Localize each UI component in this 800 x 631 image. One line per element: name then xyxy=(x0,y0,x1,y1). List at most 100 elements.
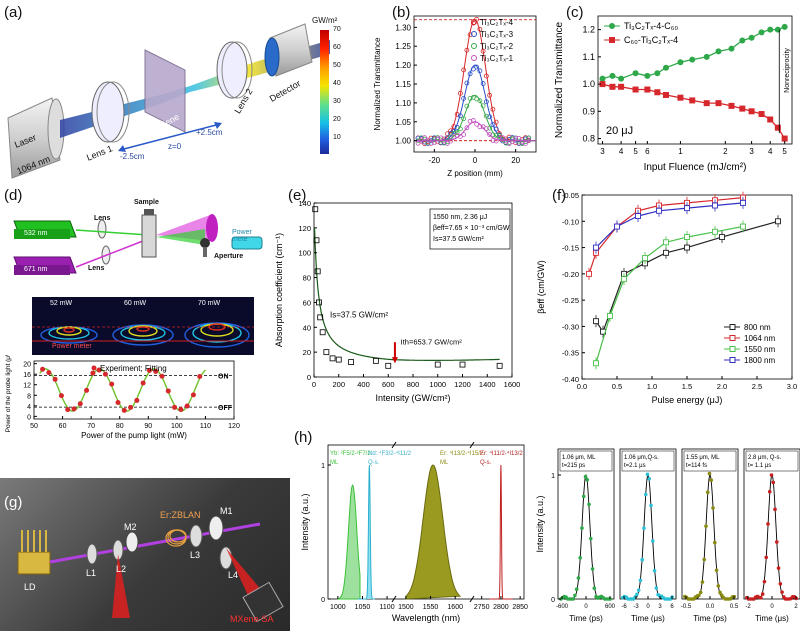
data-point xyxy=(700,580,705,584)
x-tick-label: -6 xyxy=(621,604,627,610)
data-point xyxy=(769,473,774,477)
ith-arrow-head xyxy=(391,357,398,364)
colorbar-tick: 50 xyxy=(333,62,341,69)
panel-label: (c) xyxy=(566,4,584,21)
pulse-label: t=215 ps xyxy=(562,463,585,469)
data-point xyxy=(599,81,606,88)
pulse-fit-1 xyxy=(622,473,673,600)
x-axis-label: Z position (mm) xyxy=(447,169,503,178)
data-point xyxy=(581,494,586,499)
legend-marker xyxy=(471,55,477,61)
data-point xyxy=(578,556,583,560)
data-point xyxy=(677,59,684,66)
aperture-label: Aperture xyxy=(214,253,244,260)
info-line: Is=37.5 GW/cm² xyxy=(433,236,484,243)
data-point xyxy=(654,70,661,77)
x-tick-label: 6 xyxy=(645,147,650,156)
data-point xyxy=(438,135,444,141)
interference-strip: 52 mW 60 mW 70 mW Power meter xyxy=(32,297,254,355)
data-point xyxy=(585,477,590,482)
y-tick-label: 0 xyxy=(307,373,311,382)
pulse-label: t= 1.1 μs xyxy=(748,463,771,469)
data-point xyxy=(490,122,496,128)
axis-break xyxy=(469,441,475,449)
data-point xyxy=(444,139,450,145)
data-point xyxy=(640,557,645,562)
lens-top xyxy=(97,219,107,239)
panel-label: (d) xyxy=(4,187,23,204)
power-meter-label: Power mete xyxy=(232,229,252,243)
x-tick-label: 0 xyxy=(312,380,316,389)
data-point xyxy=(510,139,515,145)
legend-marker xyxy=(471,19,477,25)
y-tick-label: 0.9 xyxy=(582,106,595,116)
data-point xyxy=(707,471,712,476)
laser-diode xyxy=(17,551,51,575)
x-tick-label: 60 xyxy=(59,423,67,430)
data-point xyxy=(703,53,710,60)
data-point xyxy=(759,595,763,600)
data-point xyxy=(474,64,480,70)
x-tick-label: 120 xyxy=(228,423,240,430)
data-point xyxy=(480,103,486,109)
data-point xyxy=(487,92,493,98)
yb-spectrum xyxy=(337,484,361,600)
panel-e: (e) 1550 nm, 2.36 μJ βeff=7.65 × 10⁻³ cm/… xyxy=(268,185,528,415)
x-axis-label: Wavelength (nm) xyxy=(392,613,460,623)
spectrum-label: Nd: ⁴F3/2-⁴I11/2 xyxy=(368,450,412,457)
power-meter-strip-label: Power meter xyxy=(52,343,92,350)
data-point xyxy=(766,522,770,526)
y-tick-label: -0.25 xyxy=(562,296,579,305)
y-tick-label: 100 xyxy=(298,249,311,258)
data-point xyxy=(90,370,96,376)
x-axis-label: Power of the pump light (mW) xyxy=(81,431,187,440)
x-axis-label: Pulse energy (μJ) xyxy=(652,395,723,405)
data-point xyxy=(348,359,355,365)
data-point xyxy=(739,37,746,44)
data-point xyxy=(128,404,134,410)
spectrum-label: Er: ⁴I13/2-⁴I15/2 xyxy=(440,450,484,457)
legend-label: 800 nm xyxy=(744,323,771,332)
data-point xyxy=(461,67,467,73)
data-point xyxy=(593,318,599,325)
x-tick-label: 0.5 xyxy=(730,604,739,610)
x-tick-label: 2850 xyxy=(512,604,528,611)
chart-e: 1550 nm, 2.36 μJ βeff=7.65 × 10⁻³ cm/GW Is… xyxy=(274,199,520,403)
data-point xyxy=(767,489,772,494)
data-point xyxy=(477,98,483,104)
data-point xyxy=(467,32,473,38)
l2-label: L2 xyxy=(116,564,127,574)
panel-label: (h) xyxy=(294,429,313,446)
data-point xyxy=(418,137,424,143)
chart-c: Ti₃C₂Tₓ-4-C₆₀ C₆₀-Ti₃C₂Tₓ-4 Nonreciprocity… xyxy=(554,15,793,173)
data-point xyxy=(159,373,165,379)
y-axis-label: Power of the probe light (μW) xyxy=(5,355,12,432)
colorbar-tick: 20 xyxy=(333,116,341,123)
y-tick-label: 1.05 xyxy=(395,118,411,127)
data-point xyxy=(444,141,450,146)
pulse-fit-2 xyxy=(684,473,735,600)
x-tick-label: 4 xyxy=(619,147,624,156)
spectrum-label: Er: ⁴I11/2-⁴I13/2 xyxy=(480,450,523,457)
x-tick-label: 0 xyxy=(770,604,774,610)
legend-label: Experiment; Fitting xyxy=(100,364,167,373)
colorbar xyxy=(320,30,329,154)
data-point xyxy=(503,138,509,144)
data-point xyxy=(588,536,593,541)
data-point xyxy=(652,568,657,573)
data-point xyxy=(470,118,476,123)
legend-label: Ti₃C₂Tₓ-4 xyxy=(480,18,514,27)
plot-frame xyxy=(327,444,525,600)
data-point xyxy=(780,590,784,594)
data-point xyxy=(714,568,719,573)
spectrum-sublabel: ML xyxy=(330,460,339,466)
x-tick-label: 600 xyxy=(605,604,616,610)
y-axis-label: Intensity (a.u.) xyxy=(300,493,310,550)
er-1550-spectrum xyxy=(405,464,462,600)
data-point xyxy=(65,407,71,413)
data-point xyxy=(503,140,509,146)
legend-marker xyxy=(729,335,736,341)
y-axis-label: Absorption coefficient (cm⁻¹) xyxy=(274,233,284,347)
data-point xyxy=(586,270,592,277)
data-point xyxy=(487,114,493,120)
